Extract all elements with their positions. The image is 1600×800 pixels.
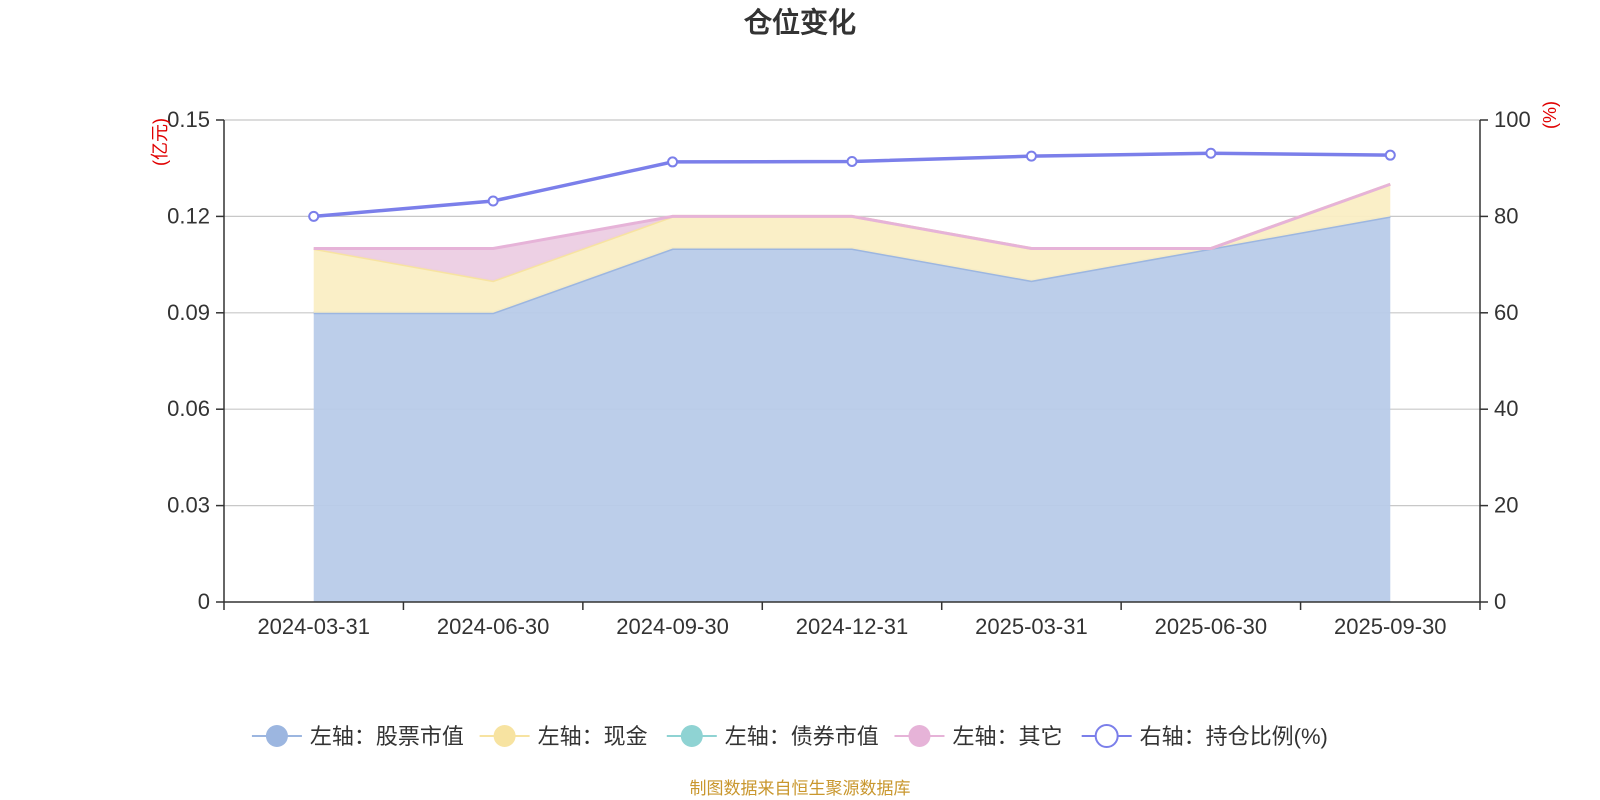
right-axis-tick-label: 60 (1494, 300, 1518, 325)
legend-item: 右轴：持仓比例(%) (1081, 724, 1328, 749)
legend-swatch-marker (908, 725, 931, 747)
legend: 左轴：股票市值 左轴：现金 左轴：债券市值 左轴：其它 右轴：持仓比例(%) (251, 724, 1328, 749)
legend-item: 左轴：债券市值 (666, 724, 879, 749)
legend-swatch-marker (265, 725, 288, 747)
data-source-note: 制图数据来自恒生聚源数据库 (690, 779, 911, 798)
left-axis-tick-label: 0.06 (167, 396, 210, 421)
left-axis-tick-label: 0.03 (167, 493, 210, 518)
legend-item: 左轴：股票市值 (251, 724, 464, 749)
legend-label: 左轴：股票市值 (310, 724, 464, 749)
legend-item: 左轴：现金 (479, 724, 648, 749)
left-axis-tick-label: 0.12 (167, 203, 210, 228)
holding-ratio-point (846, 155, 858, 167)
holding-ratio-point (308, 210, 320, 222)
x-axis-tick-label: 2024-06-30 (437, 614, 550, 639)
x-axis-tick-label: 2024-03-31 (257, 614, 370, 639)
area-series-3-edge (313, 182, 1391, 251)
axes: 0 0 0.03 20 0.06 40 0.09 60 0.12 80 0.15 100 2024-03… (167, 107, 1531, 639)
holding-ratio-point (1205, 147, 1217, 159)
right-axis-unit: (%) (1540, 101, 1560, 129)
x-axis-tick-label: 2024-12-31 (796, 614, 909, 639)
left-axis-tick-label: 0.09 (167, 300, 210, 325)
right-axis-tick-label: 0 (1494, 589, 1506, 614)
chart-title: 仓位变化 (744, 6, 856, 38)
legend-swatch-marker (680, 725, 703, 747)
legend-label: 右轴：持仓比例(%) (1140, 724, 1328, 749)
holding-ratio-point (667, 156, 679, 168)
legend-item: 左轴：其它 (894, 724, 1062, 749)
left-axis-tick-label: 0 (198, 589, 210, 614)
x-axis-tick-label: 2025-06-30 (1155, 614, 1268, 639)
holding-ratio-point (1384, 149, 1396, 161)
area-series-0 (313, 216, 1391, 602)
holding-ratio-line (308, 147, 1396, 222)
legend-swatch-marker (1094, 724, 1119, 748)
legend-label: 左轴：其它 (952, 724, 1062, 749)
right-axis-tick-label: 80 (1494, 203, 1518, 228)
x-axis-tick-label: 2025-09-30 (1334, 614, 1447, 639)
x-axis-tick-label: 2024-09-30 (616, 614, 729, 639)
area-series-1 (313, 184, 1391, 313)
right-axis-tick-label: 40 (1494, 396, 1518, 421)
holding-ratio-point (487, 195, 499, 207)
left-axis-unit: (亿元) (150, 118, 170, 166)
legend-label: 左轴：债券市值 (725, 724, 879, 749)
holding-ratio-point (1025, 150, 1037, 162)
legend-swatch-marker (493, 725, 516, 747)
legend-label: 左轴：现金 (538, 724, 648, 749)
stacked-areas (313, 182, 1391, 602)
x-axis-tick-label: 2025-03-31 (975, 614, 1088, 639)
right-axis-tick-label: 20 (1494, 493, 1518, 518)
left-axis-tick-label: 0.15 (167, 107, 210, 132)
right-axis-tick-label: 100 (1494, 107, 1531, 132)
